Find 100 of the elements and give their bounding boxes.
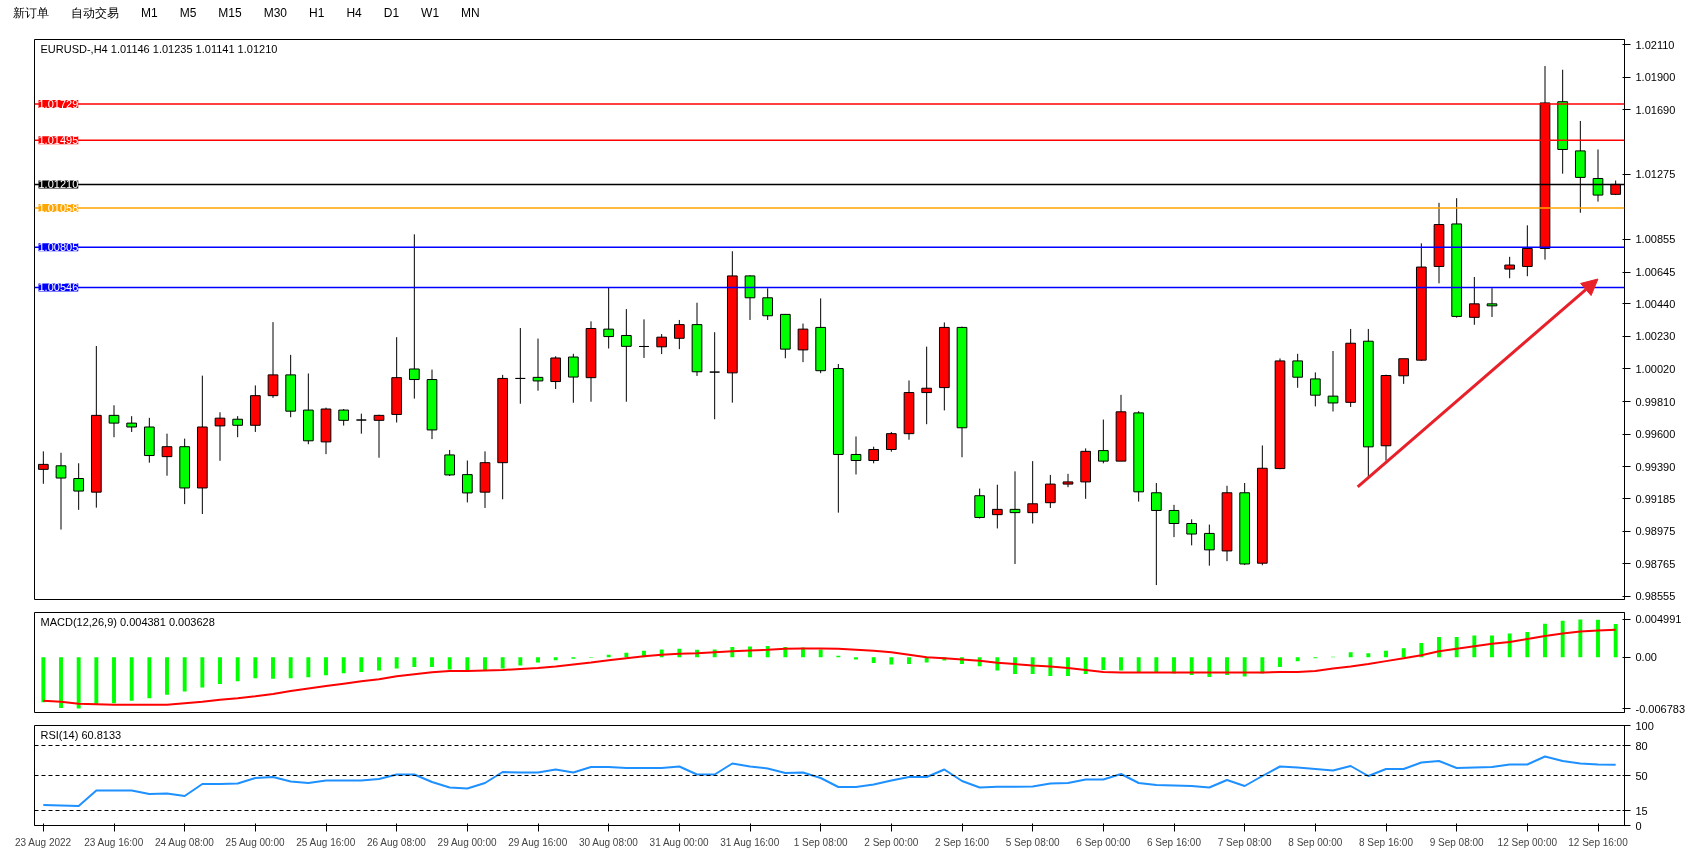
- candlestick: [214, 411, 226, 462]
- text: M5: [179, 6, 197, 20]
- x-tick-label: 25 Aug 16:00: [296, 836, 356, 848]
- candlestick: [1521, 224, 1533, 277]
- text: M15: [218, 6, 242, 20]
- candlestick: [550, 355, 562, 390]
- bar: [1101, 657, 1106, 670]
- candlestick: [55, 452, 67, 531]
- bar: [1242, 657, 1247, 677]
- bar: [518, 657, 523, 666]
- x-tick-label: 29 Aug 00:00: [437, 836, 497, 848]
- bar: [94, 657, 99, 705]
- candlestick: [1009, 470, 1021, 565]
- candlestick: [1486, 287, 1498, 318]
- x-tick-label: 8 Sep 16:00: [1359, 836, 1414, 848]
- y-tick-label: 1.00645: [1635, 266, 1676, 279]
- bar: [1596, 619, 1600, 658]
- x-tick-label: 31 Aug 16:00: [720, 836, 780, 848]
- ref-line-label: 1.00546: [38, 281, 79, 294]
- ref-line-label: 1.00805: [38, 241, 79, 254]
- candlestick: [709, 331, 721, 420]
- bar: [253, 657, 258, 679]
- candlestick: [656, 333, 668, 355]
- candlestick: [1168, 504, 1180, 538]
- bar: [465, 657, 470, 672]
- bar: [536, 657, 540, 663]
- bar: [165, 657, 169, 695]
- x-tick-label: 24 Aug 08:00: [154, 836, 215, 848]
- chart-title: MACD(12,26,9) 0.004381 0.003628: [40, 615, 215, 628]
- x-tick-label: 26 Aug 08:00: [366, 836, 427, 848]
- candlestick: [37, 450, 49, 485]
- text: M30: [263, 6, 288, 20]
- text: 新订单: [13, 6, 49, 20]
- y-tick-label: 0.98765: [1635, 557, 1676, 570]
- bar: [889, 657, 894, 665]
- candlestick: [1186, 518, 1198, 546]
- candlestick: [638, 318, 650, 359]
- bar: [182, 657, 187, 692]
- y-tick-label: 0.99810: [1635, 395, 1676, 408]
- candlestick: [744, 274, 756, 321]
- y-tick-label: 0.99185: [1635, 492, 1676, 505]
- bar: [1154, 657, 1159, 673]
- bar: [1207, 657, 1212, 677]
- y-tick-label: 1.01275: [1635, 168, 1676, 181]
- bar: [907, 657, 911, 665]
- chart-title: RSI(14) 60.8133: [40, 728, 122, 741]
- y-tick-label: 0.99600: [1635, 428, 1676, 441]
- bar: [359, 657, 364, 672]
- bar: [1366, 653, 1371, 658]
- x-tick-label: 2 Sep 16:00: [935, 836, 990, 848]
- bar: [129, 657, 134, 701]
- bar: [341, 657, 346, 674]
- bar: [1278, 657, 1282, 668]
- bar: [377, 657, 381, 671]
- bar: [1119, 657, 1123, 671]
- x-tick-label: 31 Aug 00:00: [649, 836, 709, 848]
- x-tick-label: 8 Sep 00:00: [1288, 836, 1343, 848]
- bar: [59, 657, 63, 709]
- bar: [271, 657, 275, 679]
- candlestick: [974, 488, 986, 520]
- bar: [200, 657, 205, 688]
- text: M1: [141, 6, 158, 20]
- bar: [1543, 623, 1547, 658]
- y-tick-label: 0.99390: [1635, 460, 1676, 473]
- x-tick-label: 7 Sep 08:00: [1217, 836, 1273, 848]
- y-tick-label: 100: [1635, 719, 1654, 732]
- candlestick: [762, 287, 774, 321]
- x-tick-label: 12 Sep 00:00: [1497, 836, 1558, 848]
- candlestick: [73, 462, 85, 511]
- bar: [218, 657, 222, 685]
- candlestick: [355, 413, 367, 435]
- bar: [147, 657, 152, 699]
- y-tick-label: 1.01900: [1635, 71, 1676, 84]
- x-tick-label: 25 Aug 00:00: [225, 836, 285, 848]
- y-tick-label: -0.006783: [1635, 702, 1686, 715]
- bar: [41, 657, 46, 703]
- candlestick: [1292, 353, 1304, 389]
- candlestick: [620, 308, 632, 403]
- bar: [483, 657, 487, 671]
- chart-title: EURUSD-,H4 1.01146 1.01235 1.01141 1.01210: [40, 42, 278, 55]
- bar: [306, 657, 311, 678]
- candlestick: [1097, 419, 1109, 464]
- x-tick-label: 30 Aug 08:00: [578, 836, 639, 848]
- candlestick: [991, 484, 1003, 529]
- candlestick: [514, 327, 526, 405]
- x-tick-label: 9 Sep 08:00: [1429, 836, 1485, 848]
- y-tick-label: 1.00230: [1635, 330, 1676, 343]
- y-tick-label: 0.98555: [1635, 590, 1676, 603]
- line-series: [42, 628, 1617, 706]
- x-tick-label: 29 Aug 16:00: [508, 836, 568, 848]
- x-tick-label: 1 Sep 08:00: [793, 836, 849, 848]
- bar: [1472, 635, 1477, 658]
- y-tick-label: 0.004991: [1635, 613, 1682, 626]
- bar: [624, 652, 629, 658]
- ref-line-label: 1.01495: [38, 134, 79, 147]
- candlestick: [567, 353, 579, 404]
- candlestick: [1062, 473, 1074, 488]
- bar: [1490, 635, 1494, 658]
- bar: [1613, 624, 1618, 658]
- y-tick-label: 0.98975: [1635, 525, 1676, 538]
